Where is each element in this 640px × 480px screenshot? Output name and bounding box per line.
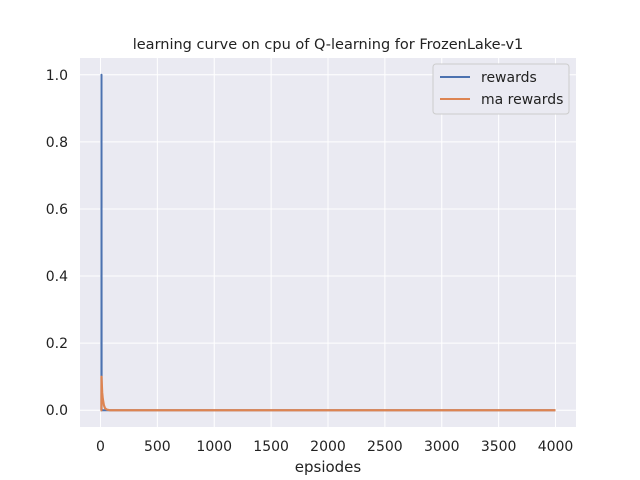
legend: rewards ma rewards [432,63,570,115]
y-tick-labels: 0.0 0.2 0.4 0.6 0.8 1.0 [46,68,68,419]
legend-label-rewards: rewards [481,70,537,86]
x-tick-labels: 0 500 1000 1500 2000 2500 3000 3500 4000 [96,439,573,455]
grid-lines [80,58,576,427]
x-axis-label: epsiodes [295,458,362,476]
y-tick-label: 0.8 [46,135,68,151]
x-tick-label: 500 [144,439,171,455]
series-line-ma-rewards [100,375,556,412]
series-lines [100,73,556,412]
legend-label-ma-rewards: ma rewards [481,92,563,108]
y-tick-label: 1.0 [46,68,68,84]
y-tick-label: 0.6 [46,202,68,218]
y-tick-label: 0.0 [46,403,68,419]
x-tick-label: 1000 [196,439,232,455]
chart-title: learning curve on cpu of Q-learning for … [133,37,524,53]
y-tick-label: 0.2 [46,336,68,352]
x-tick-label: 4000 [538,439,574,455]
x-tick-label: 1500 [253,439,289,455]
x-tick-label: 2000 [310,439,346,455]
x-tick-label: 0 [96,439,105,455]
x-tick-label: 3000 [424,439,460,455]
y-tick-label: 0.4 [46,269,68,285]
x-tick-label: 3500 [481,439,517,455]
x-tick-label: 2500 [367,439,403,455]
